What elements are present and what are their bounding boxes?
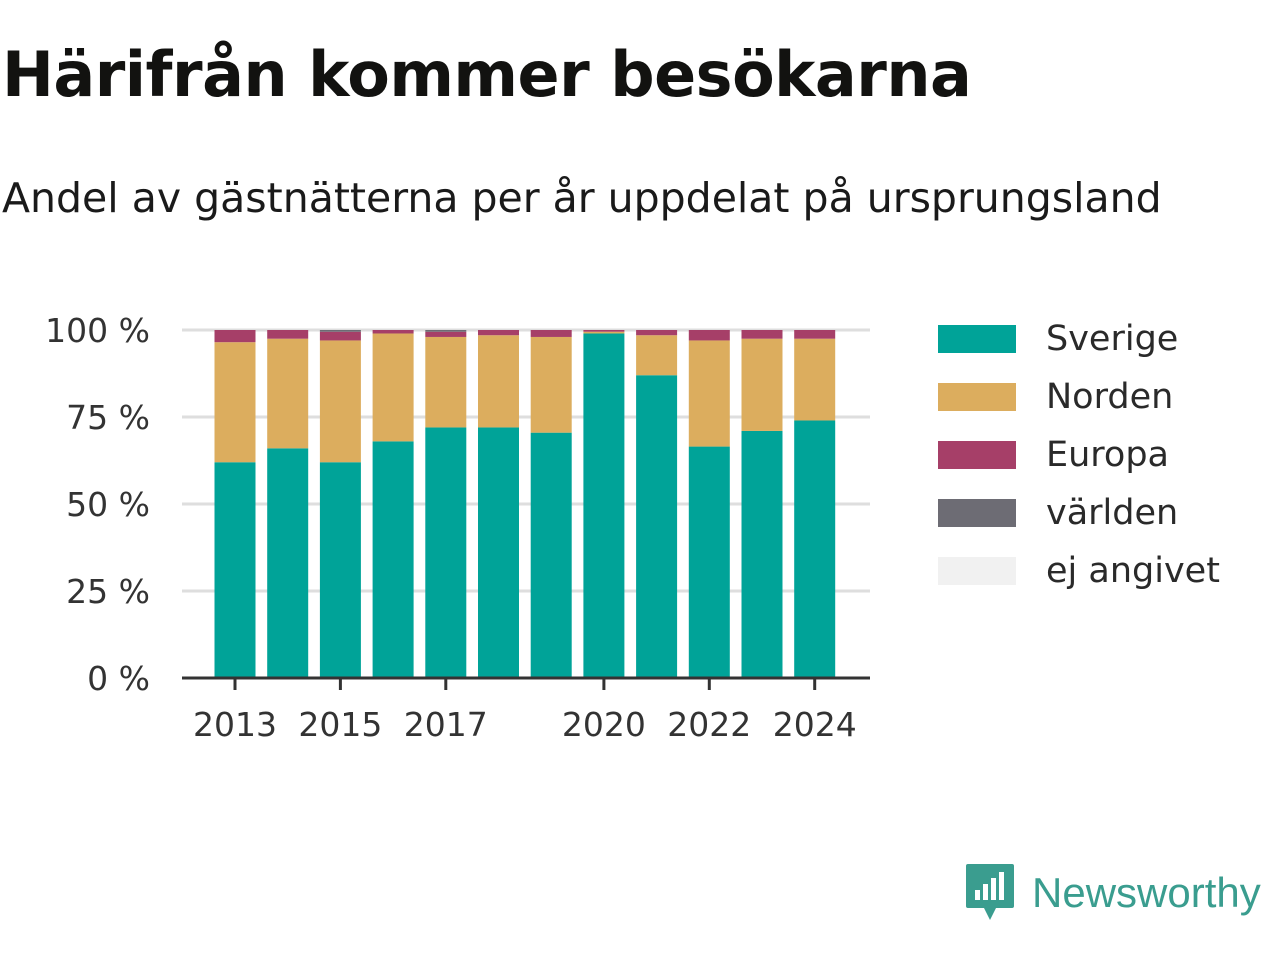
legend-label: världen — [1046, 493, 1179, 533]
y-tick-label: 50 % — [66, 485, 150, 524]
x-tick-label: 2024 — [773, 705, 857, 744]
bar-segment — [794, 338, 836, 421]
brand-name: Newsworthy — [1032, 869, 1261, 916]
bar-segment — [636, 375, 678, 678]
y-tick-label: 75 % — [66, 398, 150, 437]
x-tick-label: 2020 — [562, 705, 646, 744]
bar-segment — [214, 330, 256, 343]
x-tick-label: 2017 — [404, 705, 488, 744]
bar-segment — [530, 432, 572, 678]
x-tick-label: 2015 — [298, 705, 382, 744]
legend-item: ej angivet — [938, 542, 1220, 600]
bar-segment — [688, 330, 730, 341]
bar-segment — [741, 338, 783, 431]
bars — [214, 330, 836, 678]
legend-label: ej angivet — [1046, 551, 1220, 591]
bar-segment — [478, 335, 519, 428]
bar-segment — [741, 330, 783, 339]
bar-segment — [636, 335, 678, 376]
legend-label: Sverige — [1046, 319, 1179, 359]
legend-label: Norden — [1046, 377, 1174, 417]
bar-segment — [319, 340, 361, 463]
bar-segment — [214, 462, 256, 678]
bar-segment — [478, 330, 519, 336]
chart-title: Härifrån kommer besökarna — [2, 38, 972, 111]
bar-segment — [372, 333, 414, 442]
brand-logo: Newsworthy — [964, 862, 1261, 924]
bar-segment — [372, 441, 414, 678]
bar-segment — [425, 427, 467, 678]
x-tick-label: 2022 — [667, 705, 751, 744]
bar-segment — [425, 331, 467, 337]
bar-segment — [214, 342, 256, 463]
bar-segment — [794, 330, 836, 339]
chart-legend: Sverige Norden Europa världen ej angivet — [938, 310, 1220, 600]
legend-item: Europa — [938, 426, 1220, 484]
bar-segment — [267, 330, 309, 339]
bar-segment — [319, 331, 361, 341]
axes: 0 % 25 % 50 % 75 % 100 % 2013 2015 2017 2020 2022… — [45, 311, 870, 744]
newsworthy-logo-icon — [966, 864, 1014, 920]
legend-swatch — [938, 325, 1016, 353]
bar-segment — [267, 448, 309, 678]
bar-segment — [425, 330, 467, 332]
legend-swatch — [938, 499, 1016, 527]
bar-segment — [425, 336, 467, 428]
legend-item: Norden — [938, 368, 1220, 426]
bar-segment — [583, 333, 625, 678]
legend-swatch — [938, 441, 1016, 469]
x-tick-label: 2013 — [193, 705, 277, 744]
bar-segment — [319, 330, 361, 332]
bar-segment — [319, 462, 361, 678]
bar-segment — [688, 446, 730, 678]
y-tick-label: 100 % — [45, 311, 150, 350]
bar-segment — [688, 340, 730, 447]
bar-segment — [583, 330, 625, 332]
bar-segment — [372, 330, 414, 334]
bar-segment — [478, 427, 519, 678]
chart-subtitle: Andel av gästnätterna per år uppdelat på… — [2, 174, 1162, 222]
bar-segment — [267, 338, 309, 449]
bar-segment — [794, 420, 836, 678]
bar-segment — [741, 430, 783, 678]
bar-segment — [583, 331, 625, 334]
legend-swatch — [938, 557, 1016, 585]
legend-label: Europa — [1046, 435, 1169, 475]
legend-item: världen — [938, 484, 1220, 542]
y-tick-label: 25 % — [66, 572, 150, 611]
y-tick-label: 0 % — [87, 659, 150, 698]
legend-swatch — [938, 383, 1016, 411]
bar-segment — [636, 330, 678, 336]
legend-item: Sverige — [938, 310, 1220, 368]
bar-segment — [530, 330, 572, 337]
bar-segment — [530, 336, 572, 433]
